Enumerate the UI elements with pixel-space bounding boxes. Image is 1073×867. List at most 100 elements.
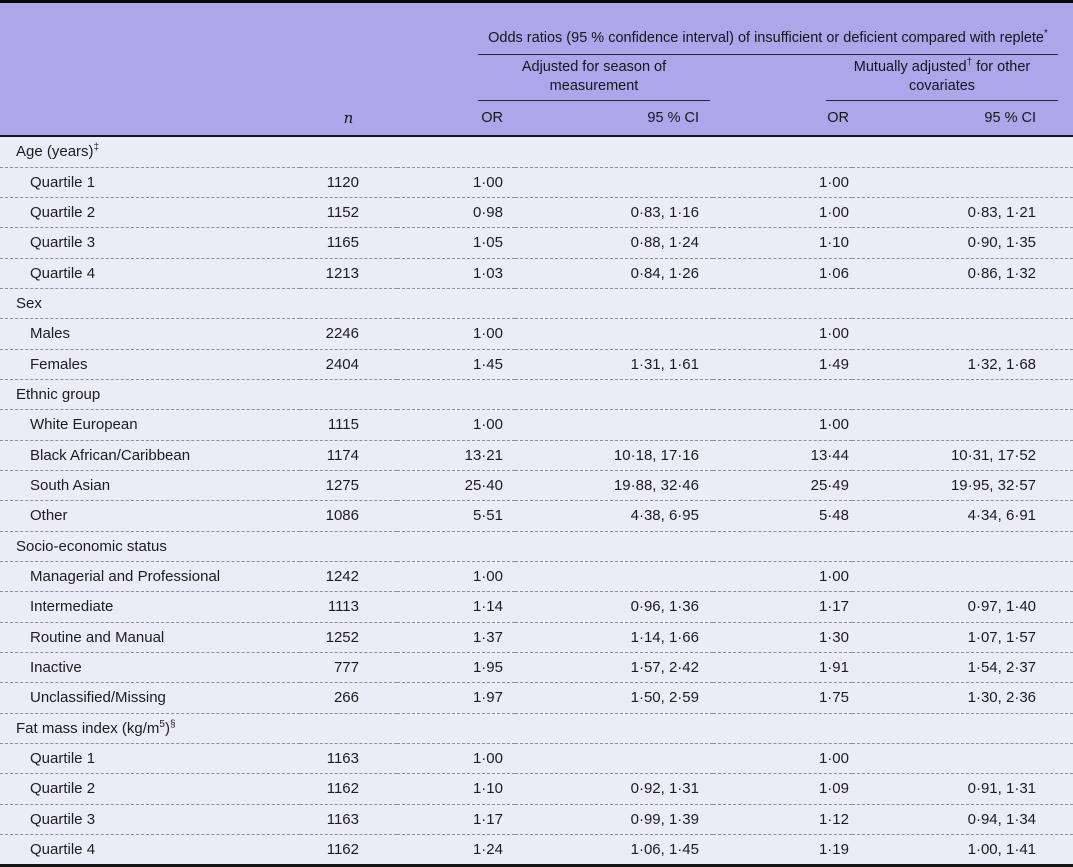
or-season-value: 1·00: [397, 409, 515, 441]
row-label: White European: [0, 409, 300, 441]
table-row: Black African/Caribbean 1174 13·21 10·18, 1…: [0, 440, 1073, 471]
n-value: 2246: [300, 318, 397, 350]
ci-season-value: 0·88, 1·24: [515, 227, 713, 259]
n-value: 1115: [300, 409, 397, 441]
ci-mutual-value: 0·90, 1·35: [852, 227, 1073, 259]
group-header-mutual: Mutually adjusted† for other covariates: [826, 58, 1059, 101]
ci-season-value: 0·99, 1·39: [515, 804, 713, 835]
ci-mutual-value: 1·32, 1·68: [852, 349, 1073, 380]
ci-season-value: 1·31, 1·61: [515, 349, 713, 380]
or-season-value: 1·05: [397, 227, 515, 259]
or-mutual-value: 1·49: [713, 349, 852, 380]
or-season-value: 1·14: [397, 591, 515, 623]
n-value: 1213: [300, 258, 397, 289]
or-season-value: 1·97: [397, 682, 515, 714]
row-label: Males: [0, 318, 300, 350]
ci-season-value: 1·50, 2·59: [515, 682, 713, 714]
table-row: Other 1086 5·51 4·38, 6·95 5·48 4·34, 6·91: [0, 500, 1073, 532]
ci-mutual-value: [852, 318, 1073, 350]
ci-mutual-value: 0·94, 1·34: [852, 804, 1073, 835]
group-header-mutual-cell: Mutually adjusted† for other covariates: [713, 55, 1073, 101]
or-season-value: 1·00: [397, 318, 515, 350]
table-row: Quartile 2 1152 0·98 0·83, 1·16 1·00 0·83, 1·…: [0, 197, 1073, 228]
or-season-value: 1·17: [397, 804, 515, 835]
row-label: Inactive: [0, 652, 300, 683]
table-row: Quartile 4 1213 1·03 0·84, 1·26 1·06 0·86, 1·…: [0, 258, 1073, 289]
row-label: Quartile 3: [0, 227, 300, 259]
row-label: Females: [0, 349, 300, 380]
ci-mutual-value: [852, 743, 1073, 774]
section-row: Socio-economic status: [0, 531, 1073, 562]
n-value: 266: [300, 682, 397, 714]
or-mutual-value: 13·44: [713, 440, 852, 471]
ci-season-value: [515, 743, 713, 774]
ci-mutual-value: 1·07, 1·57: [852, 622, 1073, 653]
ci-season-value: 0·83, 1·16: [515, 197, 713, 228]
row-label: Quartile 1: [0, 743, 300, 774]
or-mutual-value: 1·00: [713, 561, 852, 592]
n-value: 1162: [300, 834, 397, 864]
row-label: Quartile 4: [0, 258, 300, 289]
section-row: Age (years)‡: [0, 136, 1073, 168]
table-row: Quartile 3 1165 1·05 0·88, 1·24 1·10 0·90, 1·…: [0, 227, 1073, 259]
ci-season-value: 10·18, 17·16: [515, 440, 713, 471]
section-label: Fat mass index (kg/m5)§: [0, 713, 1073, 744]
or-season-value: 13·21: [397, 440, 515, 471]
or-season-value: 1·00: [397, 167, 515, 198]
section-row: Sex: [0, 288, 1073, 319]
or-mutual-value: 1·30: [713, 622, 852, 653]
span-header-title: Odds ratios (95 % confidence interval) o…: [478, 29, 1059, 55]
or-mutual-value: 1·17: [713, 591, 852, 623]
ci-mutual-value: 1·54, 2·37: [852, 652, 1073, 683]
n-value: 1086: [300, 500, 397, 532]
table-row: Quartile 1 1163 1·00 1·00: [0, 743, 1073, 774]
or-season-value: 1·37: [397, 622, 515, 653]
or-mutual-value: 1·12: [713, 804, 852, 835]
ci-mutual-value: [852, 167, 1073, 198]
row-label: Intermediate: [0, 591, 300, 623]
row-label: Quartile 4: [0, 834, 300, 864]
ci-mutual-value: 0·83, 1·21: [852, 197, 1073, 228]
or-mutual-value: 1·19: [713, 834, 852, 864]
section-label: Ethnic group: [0, 379, 1073, 410]
or-season-value: 1·24: [397, 834, 515, 864]
row-label: Managerial and Professional: [0, 561, 300, 592]
ci-mutual-value: 0·97, 1·40: [852, 591, 1073, 623]
or-season-value: 1·45: [397, 349, 515, 380]
col-header-ci-season: 95 % CI: [515, 101, 713, 137]
table-row: Unclassified/Missing 266 1·97 1·50, 2·59 1·7…: [0, 682, 1073, 714]
n-value: 1165: [300, 227, 397, 259]
ci-mutual-value: 4·34, 6·91: [852, 500, 1073, 532]
col-header-n: n: [300, 101, 397, 137]
ci-season-value: 1·14, 1·66: [515, 622, 713, 653]
ci-mutual-value: 0·86, 1·32: [852, 258, 1073, 289]
section-row: Ethnic group: [0, 379, 1073, 410]
table-row: Females 2404 1·45 1·31, 1·61 1·49 1·32, 1·68: [0, 349, 1073, 380]
ci-mutual-value: 1·00, 1·41: [852, 834, 1073, 864]
n-value: 1163: [300, 804, 397, 835]
section-label: Socio-economic status: [0, 531, 1073, 562]
or-mutual-value: 25·49: [713, 470, 852, 501]
table-row: Quartile 1 1120 1·00 1·00: [0, 167, 1073, 198]
n-value: 1120: [300, 167, 397, 198]
ci-mutual-value: [852, 409, 1073, 441]
n-value: 2404: [300, 349, 397, 380]
header-blank-cell: [0, 3, 397, 55]
table-row: Routine and Manual 1252 1·37 1·14, 1·66 1·30…: [0, 622, 1073, 653]
n-value: 1252: [300, 622, 397, 653]
n-value: 777: [300, 652, 397, 683]
ci-season-value: 4·38, 6·95: [515, 500, 713, 532]
table-row: Inactive 777 1·95 1·57, 2·42 1·91 1·54, 2·37: [0, 652, 1073, 683]
or-mutual-value: 1·00: [713, 409, 852, 441]
col-header-or-season: OR: [397, 101, 515, 137]
span-header-cell: Odds ratios (95 % confidence interval) o…: [397, 3, 1073, 55]
row-label: Quartile 3: [0, 804, 300, 835]
table-row: Managerial and Professional 1242 1·00 1·00: [0, 561, 1073, 592]
ci-season-value: [515, 167, 713, 198]
or-mutual-value: 1·00: [713, 197, 852, 228]
table-row: South Asian 1275 25·40 19·88, 32·46 25·49 19·…: [0, 470, 1073, 501]
row-label: Quartile 2: [0, 197, 300, 228]
or-mutual-value: 1·00: [713, 318, 852, 350]
or-mutual-value: 1·91: [713, 652, 852, 683]
